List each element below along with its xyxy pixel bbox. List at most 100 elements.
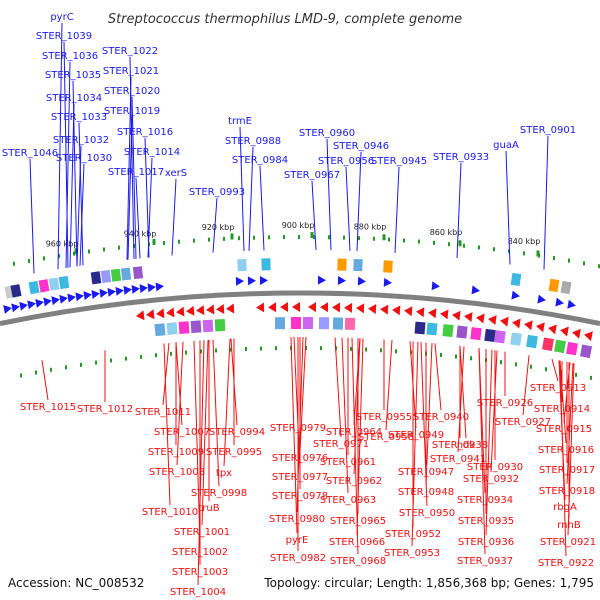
ruler-tick-mark <box>230 233 234 240</box>
forward-gene-block <box>110 268 122 282</box>
label-leader-line <box>567 363 575 536</box>
gene-label: STER_0988 <box>225 136 281 147</box>
gene-label: STER_0949 <box>388 430 444 441</box>
label-leader-line <box>29 158 35 274</box>
gene-label: STER_1012 <box>77 404 133 415</box>
gene-label: STER_1039 <box>36 31 92 42</box>
inner-tick-mark <box>320 346 322 351</box>
label-leader-line <box>334 337 342 438</box>
ruler-label: 860 kbp <box>430 228 463 237</box>
inner-tick-mark <box>365 347 367 352</box>
gene-label: STER_0982 <box>270 553 326 564</box>
inner-tick-mark <box>110 358 112 363</box>
reverse-gene-block <box>442 324 454 338</box>
outer-tick-mark <box>238 236 240 241</box>
outer-tick-mark <box>283 235 285 240</box>
gene-label: STER_0933 <box>433 152 489 163</box>
label-leader-line <box>135 177 141 259</box>
reverse-gene-block <box>426 322 438 336</box>
label-leader-line <box>127 116 133 260</box>
label-leader-line <box>457 346 465 453</box>
gene-label: STER_1020 <box>104 86 160 97</box>
gene-label: STER_0936 <box>458 537 514 548</box>
ruler-tick-mark <box>458 240 462 247</box>
outer-tick-mark <box>493 247 495 252</box>
outer-tick-mark <box>553 256 555 261</box>
inner-tick-mark <box>275 346 277 351</box>
label-leader-line <box>79 163 85 266</box>
gene-label: STER_0927 <box>495 417 551 428</box>
forward-gene-block <box>261 258 271 271</box>
label-leader-line <box>411 341 419 547</box>
forward-gene-arrow <box>51 296 60 306</box>
reverse-gene-arrow <box>226 303 235 314</box>
gene-label: STER_0971 <box>313 439 369 450</box>
forward-gene-arrow <box>337 275 346 285</box>
label-leader-line <box>566 363 574 485</box>
gene-label: STER_1014 <box>124 147 180 158</box>
outer-tick-mark <box>268 235 270 240</box>
label-leader-line <box>76 145 82 267</box>
gene-label: STER_0932 <box>463 474 519 485</box>
gene-label: STER_1017 <box>108 167 164 178</box>
label-leader-line <box>131 96 137 259</box>
gene-label: STER_0915 <box>536 424 592 435</box>
label-leader-line <box>171 178 177 256</box>
reverse-gene-arrow <box>500 316 509 327</box>
reverse-gene-arrow <box>280 302 289 313</box>
ruler-tick-mark <box>74 248 78 255</box>
forward-gene-block <box>100 269 112 283</box>
gene-label: STER_0937 <box>457 556 513 567</box>
gene-label: STER_0953 <box>384 548 440 559</box>
reverse-gene-arrow <box>524 320 533 331</box>
gene-label: STER_1011 <box>135 407 191 418</box>
gene-label: STER_0965 <box>330 516 386 527</box>
reverse-gene-block <box>484 328 496 343</box>
reverse-gene-arrow <box>176 306 185 317</box>
outer-tick-mark <box>13 261 15 266</box>
label-leader-line <box>175 342 183 426</box>
forward-gene-arrow <box>35 298 44 308</box>
forward-gene-arrow <box>43 297 52 307</box>
label-leader-line <box>57 22 63 270</box>
reverse-gene-block <box>318 317 330 330</box>
reverse-gene-arrow <box>584 331 593 342</box>
inner-tick-mark <box>200 349 202 354</box>
outer-tick-mark <box>43 256 45 261</box>
gene-label: STER_0960 <box>299 128 355 139</box>
forward-gene-block <box>38 279 50 293</box>
forward-gene-block <box>337 258 347 271</box>
reverse-gene-arrow <box>380 304 389 315</box>
ruler-label: 840 kbp <box>508 237 541 246</box>
gene-label: STER_0946 <box>333 141 389 152</box>
outer-tick-mark <box>418 239 420 244</box>
inner-tick-mark <box>95 360 97 365</box>
outer-tick-mark <box>358 236 360 241</box>
label-leader-line <box>420 342 428 507</box>
label-leader-line <box>311 180 317 251</box>
label-leader-line <box>163 343 171 506</box>
ruler-label-group: 960 kbp 940 kbp 920 kbp 900 kbp 880 kbp 860 k… <box>46 221 541 257</box>
reverse-gene-arrow <box>548 324 557 335</box>
inner-tick-mark <box>395 349 397 354</box>
gene-label: STER_0950 <box>399 508 455 519</box>
reverse-gene-arrow <box>356 303 365 314</box>
gene-label: STER_1007 <box>154 427 210 438</box>
reverse-gene-block <box>178 321 190 334</box>
gene-label: STER_0918 <box>539 486 595 497</box>
label-leader-line <box>290 337 298 534</box>
outer-tick-mark <box>313 235 315 240</box>
gene-label: STER_0964 <box>326 427 382 438</box>
inner-tick-mark <box>575 372 577 377</box>
gene-label: STER_0945 <box>371 156 427 167</box>
reverse-gene-block <box>526 334 538 349</box>
reverse-gene-arrow <box>368 303 377 314</box>
forward-gene-arrow <box>19 301 28 311</box>
label-leader-line <box>425 343 433 486</box>
reverse-gene-arrow <box>452 310 461 321</box>
gene-label: STER_0962 <box>326 476 382 487</box>
reverse-gene-arrow <box>428 308 437 319</box>
forward-gene-block <box>28 280 40 295</box>
